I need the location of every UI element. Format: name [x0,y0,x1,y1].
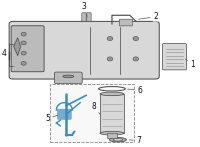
FancyBboxPatch shape [82,13,86,21]
Ellipse shape [100,92,124,96]
Polygon shape [14,38,21,55]
Ellipse shape [113,139,123,141]
Text: 4: 4 [1,49,10,58]
Text: 5: 5 [45,114,58,123]
Circle shape [133,36,139,41]
Circle shape [107,57,113,61]
FancyBboxPatch shape [100,94,124,133]
FancyBboxPatch shape [11,26,44,72]
Circle shape [21,32,26,36]
Circle shape [107,36,113,41]
Text: 1: 1 [185,59,195,69]
FancyBboxPatch shape [57,109,71,119]
Ellipse shape [100,131,124,135]
FancyBboxPatch shape [54,72,82,84]
Circle shape [21,61,26,65]
Text: 6: 6 [128,86,142,95]
FancyBboxPatch shape [163,44,186,70]
Circle shape [133,57,139,61]
FancyBboxPatch shape [107,133,117,138]
Text: 8: 8 [92,102,100,114]
FancyBboxPatch shape [119,19,132,26]
Text: 7: 7 [130,136,141,145]
FancyBboxPatch shape [9,21,159,79]
Ellipse shape [109,138,126,142]
Ellipse shape [63,75,74,78]
Text: 3: 3 [82,2,87,17]
Bar [50,84,134,142]
Circle shape [21,51,26,55]
FancyBboxPatch shape [87,13,91,21]
Text: 2: 2 [139,12,158,21]
Circle shape [21,41,26,45]
